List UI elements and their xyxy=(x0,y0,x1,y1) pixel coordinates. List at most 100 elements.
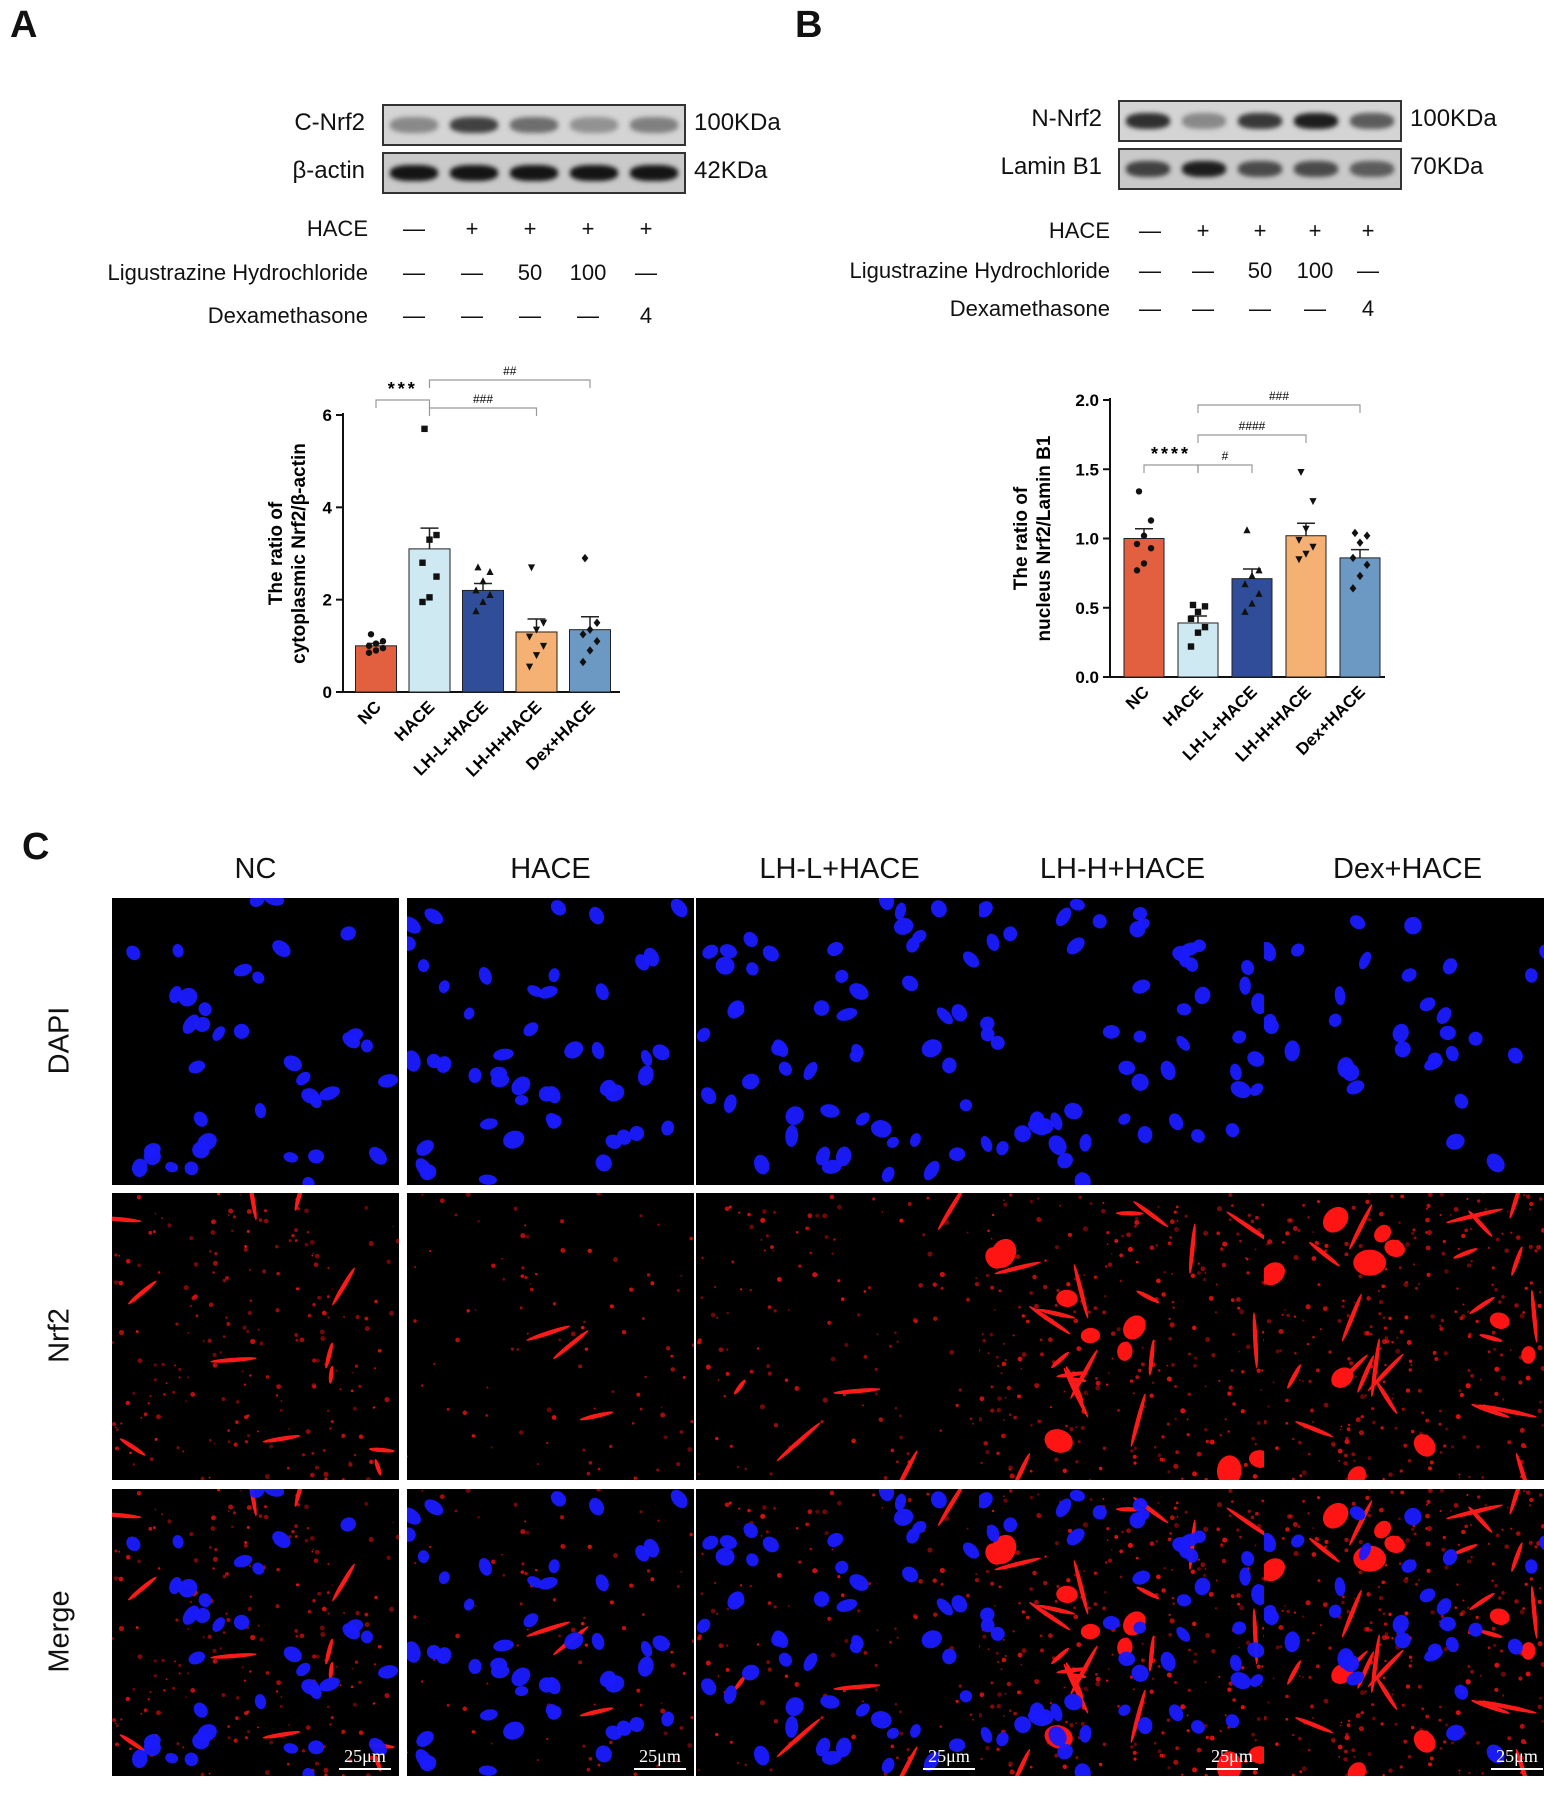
nrf2-signal xyxy=(1538,1197,1543,1201)
nrf2-signal xyxy=(1176,1516,1179,1518)
dapi-nucleus xyxy=(1359,1542,1372,1561)
nrf2-signal xyxy=(1524,1582,1528,1586)
nrf2-signal xyxy=(1254,1442,1257,1446)
nrf2-signal xyxy=(1048,1633,1053,1639)
nrf2-signal xyxy=(1086,1393,1089,1396)
nrf2-signal xyxy=(1353,1249,1387,1276)
dapi-nucleus xyxy=(1194,986,1211,1005)
nrf2-signal xyxy=(226,1321,231,1327)
nrf2-signal xyxy=(1186,1418,1189,1421)
nrf2-signal xyxy=(1021,1314,1026,1318)
nrf2-signal xyxy=(820,1715,824,1720)
nrf2-signal xyxy=(1054,1457,1059,1462)
nrf2-signal xyxy=(1260,1389,1263,1392)
nrf2-signal xyxy=(644,1375,647,1379)
nrf2-signal xyxy=(1247,1509,1251,1513)
nrf2-signal xyxy=(560,1219,565,1224)
nrf2-signal xyxy=(1264,1715,1267,1721)
nrf2-signal xyxy=(1311,1552,1317,1557)
treatment-value: — xyxy=(1192,258,1214,283)
nrf2-signal xyxy=(329,1427,332,1430)
nrf2-signal xyxy=(593,1703,596,1706)
nrf2-signal xyxy=(1169,1515,1175,1521)
nrf2-signal xyxy=(341,1731,345,1735)
nrf2-signal xyxy=(311,1254,314,1257)
nrf2-signal xyxy=(994,1261,1041,1275)
nrf2-signal xyxy=(766,1364,771,1369)
nrf2-signal xyxy=(1196,1451,1202,1457)
nrf2-signal xyxy=(227,1725,230,1728)
nrf2-signal xyxy=(355,1610,360,1616)
nrf2-signal xyxy=(1032,1274,1037,1280)
nrf2-signal xyxy=(327,1705,330,1709)
dapi-nucleus xyxy=(820,1104,840,1118)
nrf2-signal xyxy=(1044,1429,1073,1453)
nrf2-signal xyxy=(1404,1611,1409,1616)
nrf2-signal xyxy=(242,1325,247,1330)
dapi-nucleus xyxy=(1525,1559,1538,1574)
dapi-nucleus xyxy=(165,1161,179,1173)
nrf2-signal xyxy=(227,1214,230,1216)
nrf2-signal xyxy=(1458,1772,1461,1775)
nrf2-signal xyxy=(1285,1527,1290,1532)
nrf2-signal xyxy=(1378,1595,1384,1601)
nrf2-signal xyxy=(1470,1260,1473,1263)
nrf2-signal xyxy=(1167,1241,1172,1246)
nrf2-signal xyxy=(776,1572,782,1578)
nrf2-signal xyxy=(586,1471,591,1476)
nrf2-signal xyxy=(570,1627,576,1633)
nrf2-signal xyxy=(1499,1649,1504,1653)
nrf2-signal xyxy=(216,1489,221,1492)
nrf2-signal xyxy=(1322,1306,1328,1312)
nrf2-signal xyxy=(1250,1515,1255,1520)
nrf2-signal xyxy=(1381,1580,1386,1585)
dapi-nucleus xyxy=(538,1576,558,1590)
nrf2-signal xyxy=(1292,1225,1298,1231)
dapi-nucleus xyxy=(1057,1743,1073,1760)
nrf2-signal xyxy=(1523,1489,1526,1493)
nrf2-signal xyxy=(815,1509,820,1514)
nrf2-signal xyxy=(1347,1423,1351,1427)
nrf2-signal xyxy=(767,1371,772,1376)
nrf2-signal xyxy=(327,1563,330,1565)
nrf2-signal xyxy=(1529,1201,1534,1207)
nrf2-signal xyxy=(1241,1370,1245,1374)
dapi-nucleus xyxy=(182,1014,200,1034)
nrf2-signal xyxy=(474,1605,477,1607)
nrf2-signal xyxy=(520,1529,526,1535)
nrf2-signal xyxy=(829,1490,835,1496)
dapi-nucleus xyxy=(1539,1535,1544,1552)
treatment-value: 4 xyxy=(639,303,653,328)
data-point xyxy=(1140,532,1148,539)
nrf2-signal xyxy=(304,1208,309,1214)
nrf2-signal xyxy=(1156,1574,1161,1580)
nrf2-signal xyxy=(364,1205,369,1210)
nrf2-signal xyxy=(1012,1748,1031,1776)
nrf2-signal xyxy=(513,1206,518,1211)
dapi-nucleus xyxy=(252,971,265,984)
nrf2-signal xyxy=(700,1296,704,1299)
nrf2-signal xyxy=(276,1271,280,1276)
nrf2-signal xyxy=(348,1462,353,1467)
nrf2-signal xyxy=(140,1416,143,1419)
dapi-nucleus xyxy=(604,1675,625,1693)
nrf2-signal xyxy=(327,1267,330,1269)
nrf2-signal xyxy=(369,1755,374,1761)
dapi-nucleus xyxy=(1419,997,1436,1012)
nrf2-signal xyxy=(137,1654,143,1660)
nrf2-signal xyxy=(202,1636,205,1639)
nrf2-signal xyxy=(878,1417,884,1422)
nrf2-signal xyxy=(368,1447,395,1453)
nrf2-signal xyxy=(1360,1711,1364,1715)
data-point xyxy=(539,642,548,650)
nrf2-signal xyxy=(552,1302,557,1306)
nrf2-signal xyxy=(1190,1569,1196,1574)
dapi-nucleus xyxy=(661,1120,675,1136)
nrf2-signal xyxy=(1392,1393,1395,1396)
nrf2-signal xyxy=(1467,1368,1471,1373)
nrf2-signal xyxy=(1076,1346,1082,1352)
dapi-nucleus xyxy=(813,1591,830,1607)
nrf2-signal xyxy=(1384,1336,1389,1340)
nrf2-signal xyxy=(1360,1690,1366,1696)
nrf2-signal xyxy=(112,1637,115,1640)
